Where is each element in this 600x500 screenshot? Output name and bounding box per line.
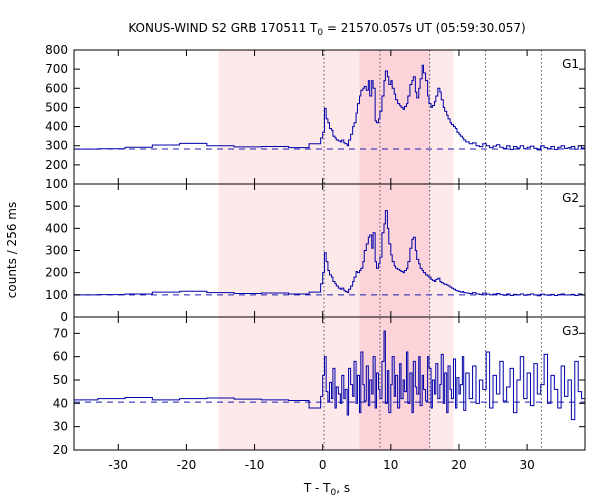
panel-label-G1: G1 [562,57,579,71]
y-tick-label-G3-4: 60 [53,350,68,364]
y-tick-label-G2-3: 300 [45,244,68,258]
x-tick-label-0: -30 [108,458,128,472]
y-tick-label-G1-4: 500 [45,100,68,114]
light-curve-G3 [74,330,585,421]
light-curve-G2 [74,210,586,297]
x-tick-label-5: 20 [451,458,466,472]
x-tick-label-2: -10 [245,458,265,472]
y-tick-label-G2-1: 100 [45,288,68,302]
y-tick-label-G3-2: 40 [53,396,68,410]
panel-label-G2: G2 [562,191,579,205]
y-tick-label-G1-1: 200 [45,158,68,172]
x-axis: -30 -20 -10 0 10 20 30 [108,458,534,472]
panel-G3: 20 30 40 50 60 70 G3 [53,316,586,457]
y-tick-label-G3-5: 70 [53,326,68,340]
light-curve-G1 [74,64,586,151]
x-tick-label-6: 30 [519,458,534,472]
panel-frame-G3 [73,316,586,451]
y-tick-label-G1-3: 400 [45,120,68,134]
vertical-marker-lines [323,50,542,450]
chart-title: KONUS-WIND S2 GRB 170511 T0 = 21570.057s… [128,21,525,38]
x-tick-label-3: 0 [319,458,327,472]
y-tick-label-G2-5: 500 [45,199,68,213]
x-axis-label: T - T0, s [303,481,350,498]
y-tick-label-G1-5: 600 [45,81,68,95]
x-tick-label-4: 10 [383,458,398,472]
y-tick-label-G2-4: 400 [45,221,68,235]
y-tick-label-G1-0: 100 [45,177,68,191]
y-tick-label-G2-0: 0 [60,310,68,324]
y-tick-label-G1-6: 700 [45,62,68,76]
y-tick-label-G3-1: 30 [53,420,68,434]
y-tick-label-G3-3: 50 [53,373,68,387]
y-tick-label-G3-0: 20 [53,443,68,457]
y-axis-label: counts / 256 ms [5,202,19,298]
y-tick-label-G2-2: 200 [45,266,68,280]
panel-G1: 100 200 300 400 500 600 700 800 G1 [45,43,586,191]
y-tick-label-G1-7: 800 [45,43,68,57]
x-tick-label-1: -20 [177,458,197,472]
panel-label-G3: G3 [562,324,579,338]
y-tick-label-G1-2: 300 [45,139,68,153]
shaded-intervals [218,50,454,450]
detector-panels: 100 200 300 400 500 600 700 800 G1 0 100 200 300 400 5… [45,43,586,457]
